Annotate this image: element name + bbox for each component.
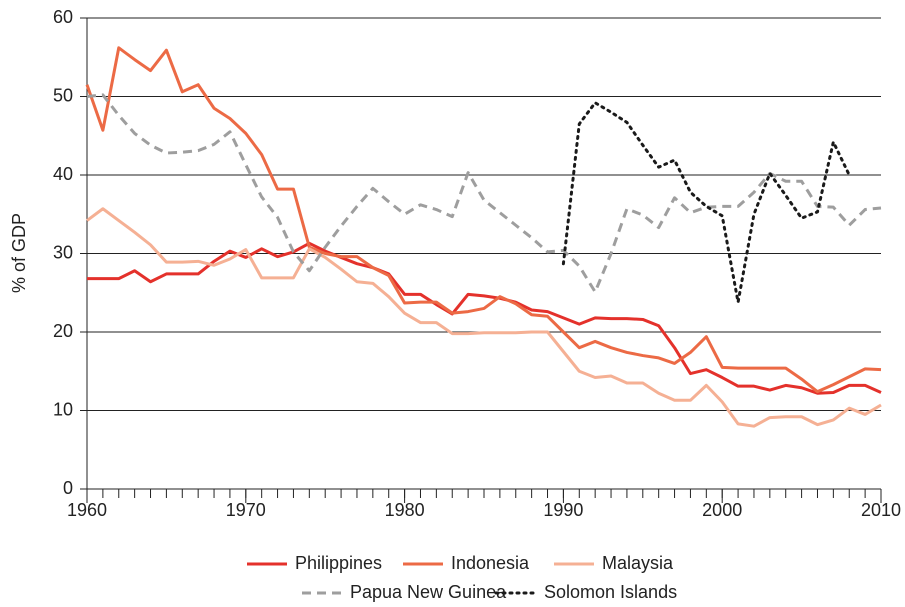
y-tick-label: 10 xyxy=(53,399,73,419)
series-line xyxy=(561,101,851,304)
legend-label: Papua New Guinea xyxy=(350,582,507,602)
x-tick-label: 1980 xyxy=(385,500,425,520)
x-tick-label: 2000 xyxy=(702,500,742,520)
legend-label: Philippines xyxy=(295,553,382,573)
x-tick-label: 1990 xyxy=(543,500,583,520)
legend-label: Malaysia xyxy=(602,553,674,573)
legend-label: Indonesia xyxy=(451,553,530,573)
series-line xyxy=(85,46,882,394)
y-axis-label: % of GDP xyxy=(9,213,29,293)
legend-label: Solomon Islands xyxy=(544,582,677,602)
y-tick-label: 20 xyxy=(53,321,73,341)
x-tick-label: 1970 xyxy=(226,500,266,520)
y-tick-label: 0 xyxy=(63,478,73,498)
y-tick-label: 30 xyxy=(53,242,73,262)
series-line xyxy=(86,207,882,428)
x-tick-label: 2010 xyxy=(861,500,901,520)
y-tick-label: 40 xyxy=(53,164,73,184)
y-tick-label: 50 xyxy=(53,85,73,105)
series-line xyxy=(87,241,882,395)
y-tick-label: 60 xyxy=(53,7,73,27)
x-tick-label: 1960 xyxy=(67,500,107,520)
